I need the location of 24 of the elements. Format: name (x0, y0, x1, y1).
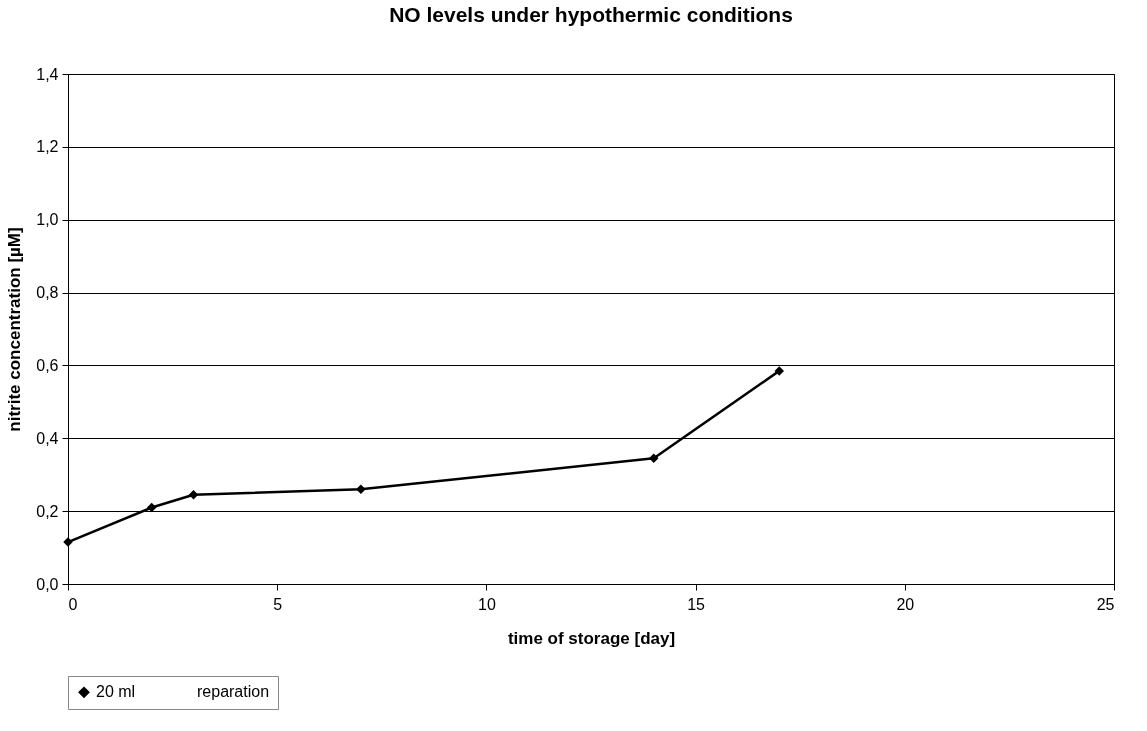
x-tick-label: 15 (687, 595, 706, 613)
y-tick-label: 0,4 (36, 429, 59, 447)
y-tick-label: 1,0 (36, 211, 59, 229)
x-tick-label: 20 (896, 595, 915, 613)
point (356, 484, 366, 495)
y-axis-title: nitrite concentration [µM] (5, 227, 25, 432)
point (774, 366, 785, 376)
x-tick-label: 25 (1096, 595, 1115, 613)
chart-title: NO levels under hypothermic conditions (389, 3, 793, 26)
y-tick-label: 0,2 (36, 502, 59, 520)
text: reparation (197, 683, 270, 701)
y-tick-label: 0,0 (36, 575, 59, 593)
point (146, 502, 157, 513)
x-axis-title: time of storage [day] (507, 628, 676, 648)
x-tick-label: 5 (273, 595, 283, 613)
x-tick-label: 0 (68, 595, 78, 613)
point (649, 453, 659, 464)
y-tick-label: 1,2 (36, 138, 59, 156)
legend-label: 20 ml (96, 683, 136, 701)
x-tick-label: 10 (478, 595, 496, 613)
y-tick-label: 0,8 (36, 284, 59, 302)
y-tick-label: 0,6 (36, 356, 59, 374)
y-tick-label: 1,4 (36, 65, 59, 83)
point (188, 490, 199, 500)
